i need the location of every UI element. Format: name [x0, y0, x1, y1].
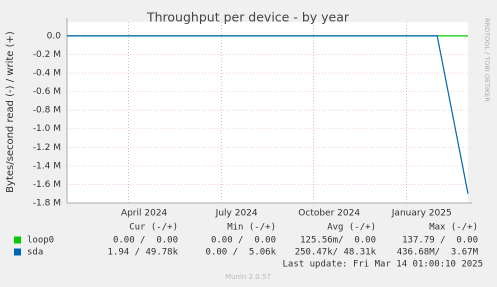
stats-value: 1.94 / 49.78k [108, 248, 179, 258]
x-tick-label: April 2024 [121, 209, 168, 219]
legend-label: loop0 [27, 236, 54, 246]
footer: Munin 2.0.57 [225, 273, 271, 281]
stats-header: Avg (-/+) [327, 223, 376, 233]
stats-value: 0.00 / 0.00 [113, 236, 178, 246]
stats-value: 137.79 / 0.00 [402, 236, 478, 246]
stats-header: Min (-/+) [227, 223, 276, 233]
legend-swatch [14, 236, 21, 244]
stats-header: Cur (-/+) [129, 223, 178, 233]
x-tick-label: July 2024 [215, 209, 258, 219]
y-tick-label: -1.0 M [33, 124, 61, 134]
last-update: Last update: Fri Mar 14 01:00:10 2025 [283, 260, 483, 270]
stats-value: 436.68M/ 3.67M [397, 248, 479, 258]
y-axis-label: Bytes/second read (-) / write (+) [5, 31, 16, 193]
stats-value: 250.47k/ 48.31k [295, 248, 377, 258]
y-tick-label: -1.8 M [33, 199, 61, 209]
x-tick-label: October 2024 [298, 209, 360, 219]
stats-value: 125.56m/ 0.00 [300, 236, 376, 246]
y-tick-label: -0.4 M [33, 69, 61, 79]
stats-header: Max (-/+) [429, 223, 478, 233]
legend-swatch [14, 248, 21, 256]
x-tick-label: January 2025 [391, 209, 452, 219]
y-tick-label: -0.2 M [33, 50, 61, 60]
y-tick-label: -1.6 M [33, 180, 61, 190]
plot-area [67, 22, 468, 203]
stats-value: 0.00 / 0.00 [211, 236, 276, 246]
legend-label: sda [27, 248, 43, 258]
side-label: RRDTOOL / TOBI OETIKER [483, 18, 491, 102]
y-tick-label: -1.4 M [33, 161, 61, 171]
stats-value: 0.00 / 5.06k [206, 248, 277, 258]
y-tick-label: -0.6 M [33, 87, 61, 97]
y-tick-label: 0.0 [47, 31, 62, 41]
chart-title: Throughput per device - by year [146, 10, 350, 25]
series-line [67, 35, 469, 194]
y-tick-label: -0.8 M [33, 106, 61, 116]
y-tick-label: -1.2 M [33, 143, 61, 153]
